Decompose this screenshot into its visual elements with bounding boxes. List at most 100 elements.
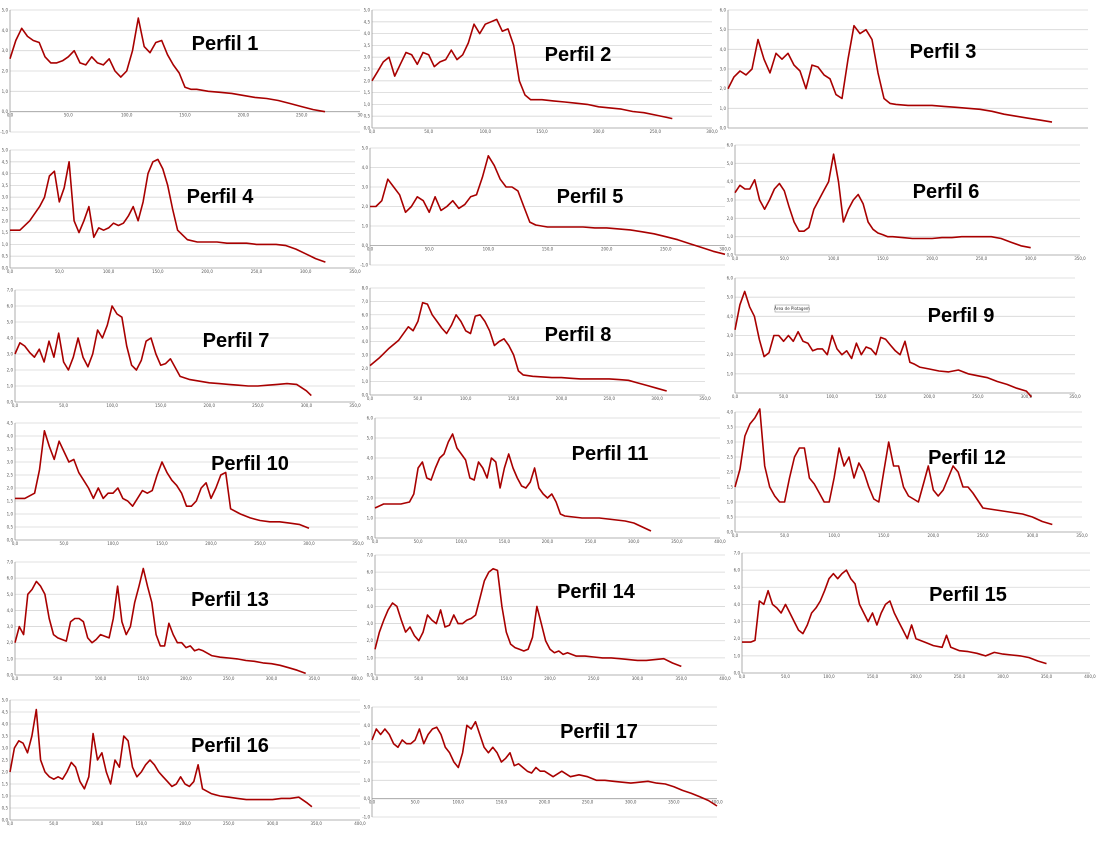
y-tick-label: 1,5 bbox=[727, 485, 734, 490]
chart-title: Perfil 12 bbox=[928, 447, 1006, 469]
profile-chart-5: -1,0 0,0 1,0 2,0 3,0 4,0 5,0 0,0 50,0 100,0 150,0 2… bbox=[360, 146, 731, 268]
x-tick-label: 250,0 bbox=[660, 247, 672, 252]
y-tick-label: 1,0 bbox=[2, 89, 9, 94]
x-tick-label: 250,0 bbox=[972, 394, 984, 399]
y-tick-label: 6,0 bbox=[367, 570, 374, 575]
y-tick-label: 4,0 bbox=[362, 165, 369, 170]
y-tick-label: 2,0 bbox=[364, 760, 371, 765]
x-tick-label: 100,0 bbox=[480, 129, 492, 134]
profile-chart-13: 0,0 1,0 2,0 3,0 4,0 5,0 6,0 7,0 0,0 50,0 100,0 150,… bbox=[7, 560, 364, 682]
x-tick-label: 200,0 bbox=[924, 394, 936, 399]
y-tick-label: 0,0 bbox=[362, 393, 369, 398]
x-tick-label: 350,0 bbox=[1074, 256, 1086, 261]
x-tick-label: 250,0 bbox=[585, 539, 597, 544]
y-tick-label: 7,0 bbox=[7, 288, 14, 293]
profile-line bbox=[369, 301, 667, 392]
y-tick-label: 0,0 bbox=[727, 253, 734, 258]
y-tick-label: 3,5 bbox=[2, 734, 9, 739]
x-tick-label: 100,0 bbox=[121, 113, 133, 118]
profile-line bbox=[14, 305, 312, 397]
y-tick-label: 0,0 bbox=[367, 673, 374, 678]
chart-title: Perfil 2 bbox=[545, 44, 612, 66]
y-tick-label: 2,5 bbox=[7, 473, 14, 478]
chart-title: Perfil 16 bbox=[191, 735, 269, 757]
x-tick-label: 350,0 bbox=[699, 396, 711, 401]
profile-line bbox=[10, 158, 326, 263]
x-tick-label: 30 bbox=[357, 113, 363, 118]
profile-line bbox=[371, 18, 673, 120]
x-tick-label: 300,0 bbox=[651, 396, 663, 401]
y-tick-label: 4,0 bbox=[2, 722, 9, 727]
x-tick-label: 200,0 bbox=[180, 676, 192, 681]
y-tick-label: 6,0 bbox=[362, 312, 369, 317]
plot-area-tooltip bbox=[774, 304, 810, 313]
y-tick-label: 1,0 bbox=[727, 500, 734, 505]
x-tick-label: 250,0 bbox=[976, 256, 988, 261]
y-tick-label: 6,0 bbox=[727, 143, 734, 148]
x-tick-label: 0,0 bbox=[12, 676, 19, 681]
y-tick-label: 0,0 bbox=[364, 796, 371, 801]
x-tick-label: 50,0 bbox=[780, 533, 789, 538]
y-tick-label: 4,5 bbox=[7, 421, 14, 426]
y-tick-label: 1,0 bbox=[734, 653, 741, 658]
y-tick-label: 4,0 bbox=[2, 171, 9, 176]
x-tick-label: 350,0 bbox=[1069, 394, 1081, 399]
y-tick-label: 1,5 bbox=[2, 230, 9, 235]
x-tick-label: 50,0 bbox=[49, 821, 58, 826]
x-tick-label: 0,0 bbox=[739, 674, 746, 679]
chart-title: Perfil 4 bbox=[187, 186, 255, 208]
profile-line bbox=[15, 430, 310, 530]
y-tick-label: 0,5 bbox=[7, 525, 14, 530]
plot-area-tooltip-text: Área de Plotagem bbox=[774, 306, 810, 311]
x-tick-label: 250,0 bbox=[251, 269, 263, 274]
x-tick-label: 0,0 bbox=[367, 247, 374, 252]
x-tick-label: 100,0 bbox=[823, 674, 835, 679]
y-tick-label: 3,0 bbox=[364, 741, 371, 746]
y-tick-label: 5,0 bbox=[2, 8, 9, 13]
x-tick-label: 100,0 bbox=[828, 256, 840, 261]
x-tick-label: 300,0 bbox=[997, 674, 1009, 679]
y-tick-label: 5,0 bbox=[727, 161, 734, 166]
x-tick-label: 150,0 bbox=[179, 113, 191, 118]
profile-chart-12: 0,0 0,5 1,0 1,5 2,0 2,5 3,0 3,5 4,0 0,0 50,0 100,0 1… bbox=[727, 408, 1088, 538]
y-tick-label: 5,0 bbox=[2, 148, 9, 153]
y-tick-label: 2,5 bbox=[2, 758, 9, 763]
x-tick-label: 200,0 bbox=[205, 541, 217, 546]
x-tick-label: 200,0 bbox=[928, 533, 940, 538]
x-tick-label: 100,0 bbox=[457, 676, 469, 681]
profile-line bbox=[9, 17, 326, 113]
x-tick-label: 300,0 bbox=[300, 269, 312, 274]
x-tick-label: 250,0 bbox=[254, 541, 266, 546]
y-tick-label: 2,0 bbox=[2, 218, 9, 223]
y-tick-label: 2,0 bbox=[367, 496, 374, 501]
profile-line bbox=[374, 433, 652, 532]
y-tick-label: 1,5 bbox=[7, 499, 14, 504]
x-tick-label: 50,0 bbox=[60, 541, 69, 546]
x-tick-label: 200,0 bbox=[556, 396, 568, 401]
y-tick-label: 2,5 bbox=[2, 207, 9, 212]
y-tick-label: 1,0 bbox=[362, 224, 369, 229]
y-tick-label: 0,0 bbox=[7, 538, 14, 543]
x-tick-label: 200,0 bbox=[910, 674, 922, 679]
y-tick-label: 1,0 bbox=[367, 655, 374, 660]
profile-chart-15: 0,0 1,0 2,0 3,0 4,0 5,0 6,0 7,0 0,0 50,0 100,0 150,… bbox=[734, 551, 1097, 680]
y-tick-label: 7,0 bbox=[734, 551, 741, 556]
x-tick-label: 0,0 bbox=[12, 403, 19, 408]
x-tick-label: 0,0 bbox=[367, 396, 374, 401]
x-tick-label: 100,0 bbox=[95, 676, 107, 681]
x-tick-label: 100,0 bbox=[456, 539, 468, 544]
y-tick-label: 2,0 bbox=[734, 636, 741, 641]
x-tick-label: 350,0 bbox=[668, 800, 680, 805]
x-tick-label: 50,0 bbox=[780, 256, 789, 261]
profile-line bbox=[9, 708, 313, 808]
y-tick-label: -1,0 bbox=[0, 130, 8, 135]
x-tick-label: 400,0 bbox=[351, 676, 363, 681]
x-tick-label: 200,0 bbox=[544, 676, 556, 681]
x-tick-label: 50,0 bbox=[64, 113, 73, 118]
x-tick-label: 350,0 bbox=[1076, 533, 1088, 538]
profile-line bbox=[734, 290, 1032, 398]
chart-title: Perfil 11 bbox=[572, 443, 649, 465]
x-tick-label: 300,0 bbox=[628, 539, 640, 544]
y-tick-label: 0,0 bbox=[362, 243, 369, 248]
